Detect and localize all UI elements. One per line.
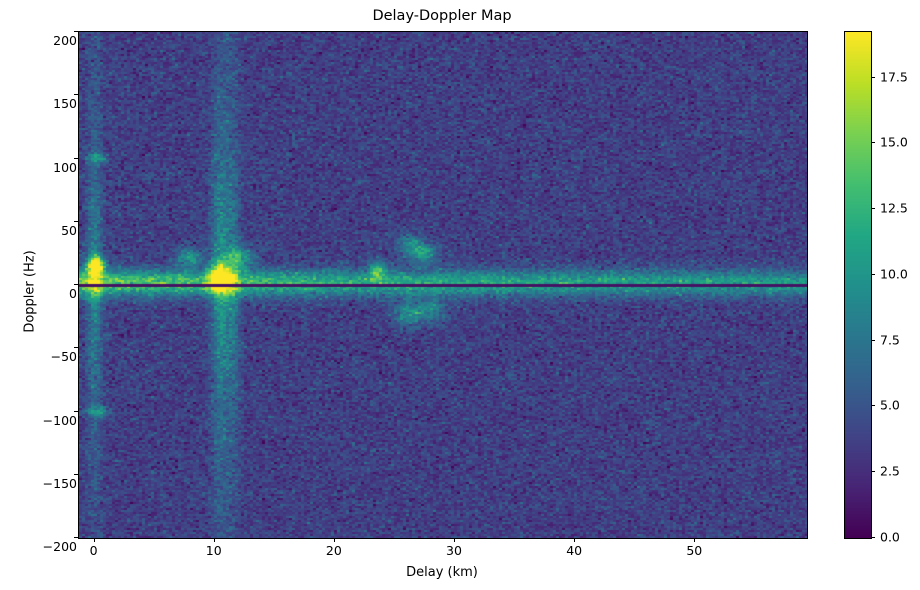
page-title: Delay-Doppler Map — [372, 8, 512, 24]
y-tick-mark — [74, 537, 78, 538]
colorbar-gradient — [845, 32, 871, 538]
y-axis-label: Doppler (Hz) — [22, 250, 38, 333]
colorbar-tick-mark — [871, 273, 875, 275]
y-tick-mark — [74, 31, 78, 32]
x-tick-mark — [93, 538, 95, 542]
x-tick-label: 10 — [205, 543, 222, 558]
x-tick-label: 30 — [446, 543, 462, 558]
x-tick-mark — [333, 538, 335, 542]
x-axis-label: Delay (km) — [406, 565, 478, 580]
colorbar-tick-label: 12.5 — [880, 200, 908, 216]
colorbar-tick-label: 7.5 — [880, 332, 900, 348]
colorbar-tick-mark — [871, 142, 875, 144]
colorbar-tick-mark — [871, 339, 875, 341]
colorbar-tick-label: 15.0 — [880, 134, 908, 150]
x-tick-label: 20 — [325, 543, 342, 558]
colorbar-tick-mark — [871, 208, 875, 210]
x-tick-label: 40 — [566, 543, 583, 558]
colorbar-tick-label: 17.5 — [880, 69, 908, 85]
y-tick-mark — [74, 220, 78, 222]
colorbar-tick-mark — [871, 537, 875, 538]
x-tick-mark — [694, 538, 696, 542]
colorbar-tick-label: 0.0 — [880, 529, 900, 545]
y-tick-mark — [74, 410, 78, 412]
x-tick-mark — [213, 538, 215, 542]
y-tick-mark — [74, 94, 78, 96]
colorbar-tick-label: 2.5 — [880, 463, 900, 479]
y-tick-mark — [74, 473, 78, 475]
x-tick-label: 50 — [686, 543, 703, 558]
colorbar-tick-label: 5.0 — [880, 397, 900, 413]
colorbar-tick-mark — [871, 76, 875, 78]
y-tick-mark — [74, 157, 78, 159]
colorbar-tick-mark — [871, 471, 875, 473]
colorbar-tick-mark — [871, 405, 875, 407]
heatmap-plot-area — [78, 31, 808, 539]
colorbar-tick-label: 10.0 — [880, 266, 908, 282]
colorbar — [844, 31, 872, 539]
heatmap-image — [79, 32, 807, 538]
y-tick-mark — [74, 347, 78, 349]
x-tick-label: 0 — [89, 543, 98, 558]
y-tick-mark — [74, 284, 78, 285]
x-tick-mark — [574, 538, 576, 542]
x-tick-mark — [454, 538, 455, 542]
